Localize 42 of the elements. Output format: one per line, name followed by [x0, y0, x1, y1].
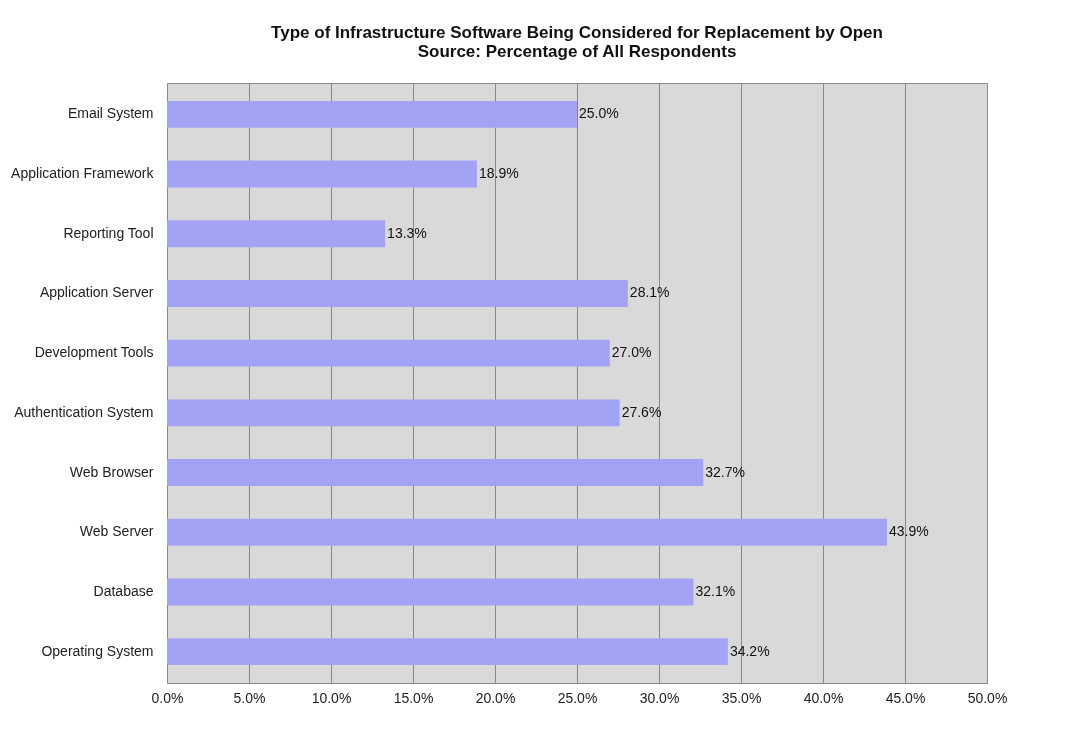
- data-label: 25.0%: [579, 105, 619, 122]
- x-tick-label: 25.0%: [557, 689, 598, 706]
- y-tick-label: Operating System: [41, 642, 154, 659]
- y-tick-label: Web Server: [79, 523, 154, 540]
- bar: [167, 518, 887, 546]
- data-label: 18.9%: [478, 165, 519, 182]
- x-tick-label: 0.0%: [151, 689, 184, 706]
- data-label: 32.1%: [695, 582, 736, 599]
- chart-title: Type of Infrastructure Software Being Considered for Replacement by Open Source: Percentage of All Respondents: [271, 23, 883, 61]
- x-tick-label: 50.0%: [967, 689, 1008, 706]
- x-tick-label: 35.0%: [721, 689, 762, 706]
- bar: [167, 100, 577, 128]
- data-label: 34.2%: [729, 642, 770, 659]
- y-tick-label: Development Tools: [34, 344, 154, 361]
- y-tick-label: Database: [93, 582, 154, 599]
- y-tick-label: Authentication System: [14, 403, 154, 420]
- y-tick-label: Application Server: [39, 284, 154, 301]
- bar: [167, 280, 628, 307]
- y-tick-label: Application Framework: [11, 165, 155, 182]
- x-tick-label: 30.0%: [639, 689, 680, 706]
- y-tick-label: Reporting Tool: [63, 224, 154, 241]
- bar: [167, 339, 610, 367]
- x-tick-label: 15.0%: [393, 689, 434, 706]
- bar: [167, 160, 477, 188]
- bar: [167, 638, 728, 666]
- y-tick-label: Email System: [67, 105, 154, 122]
- data-label: 13.3%: [387, 224, 427, 241]
- x-tick-label: 40.0%: [803, 689, 844, 706]
- bar: [167, 578, 694, 606]
- data-label: 28.1%: [629, 284, 670, 301]
- data-label: 27.6%: [621, 403, 662, 420]
- bar: [167, 399, 620, 427]
- data-label: 27.0%: [611, 344, 652, 361]
- x-tick-label: 10.0%: [311, 689, 352, 706]
- bar: [167, 220, 386, 248]
- x-tick-label: 20.0%: [475, 689, 516, 706]
- data-label: 43.9%: [888, 523, 929, 540]
- y-tick-label: Web Browser: [69, 463, 154, 480]
- x-tick-label: 45.0%: [885, 689, 926, 706]
- data-label: 32.7%: [705, 463, 745, 480]
- bar: [167, 459, 704, 486]
- x-tick-label: 5.0%: [233, 689, 266, 706]
